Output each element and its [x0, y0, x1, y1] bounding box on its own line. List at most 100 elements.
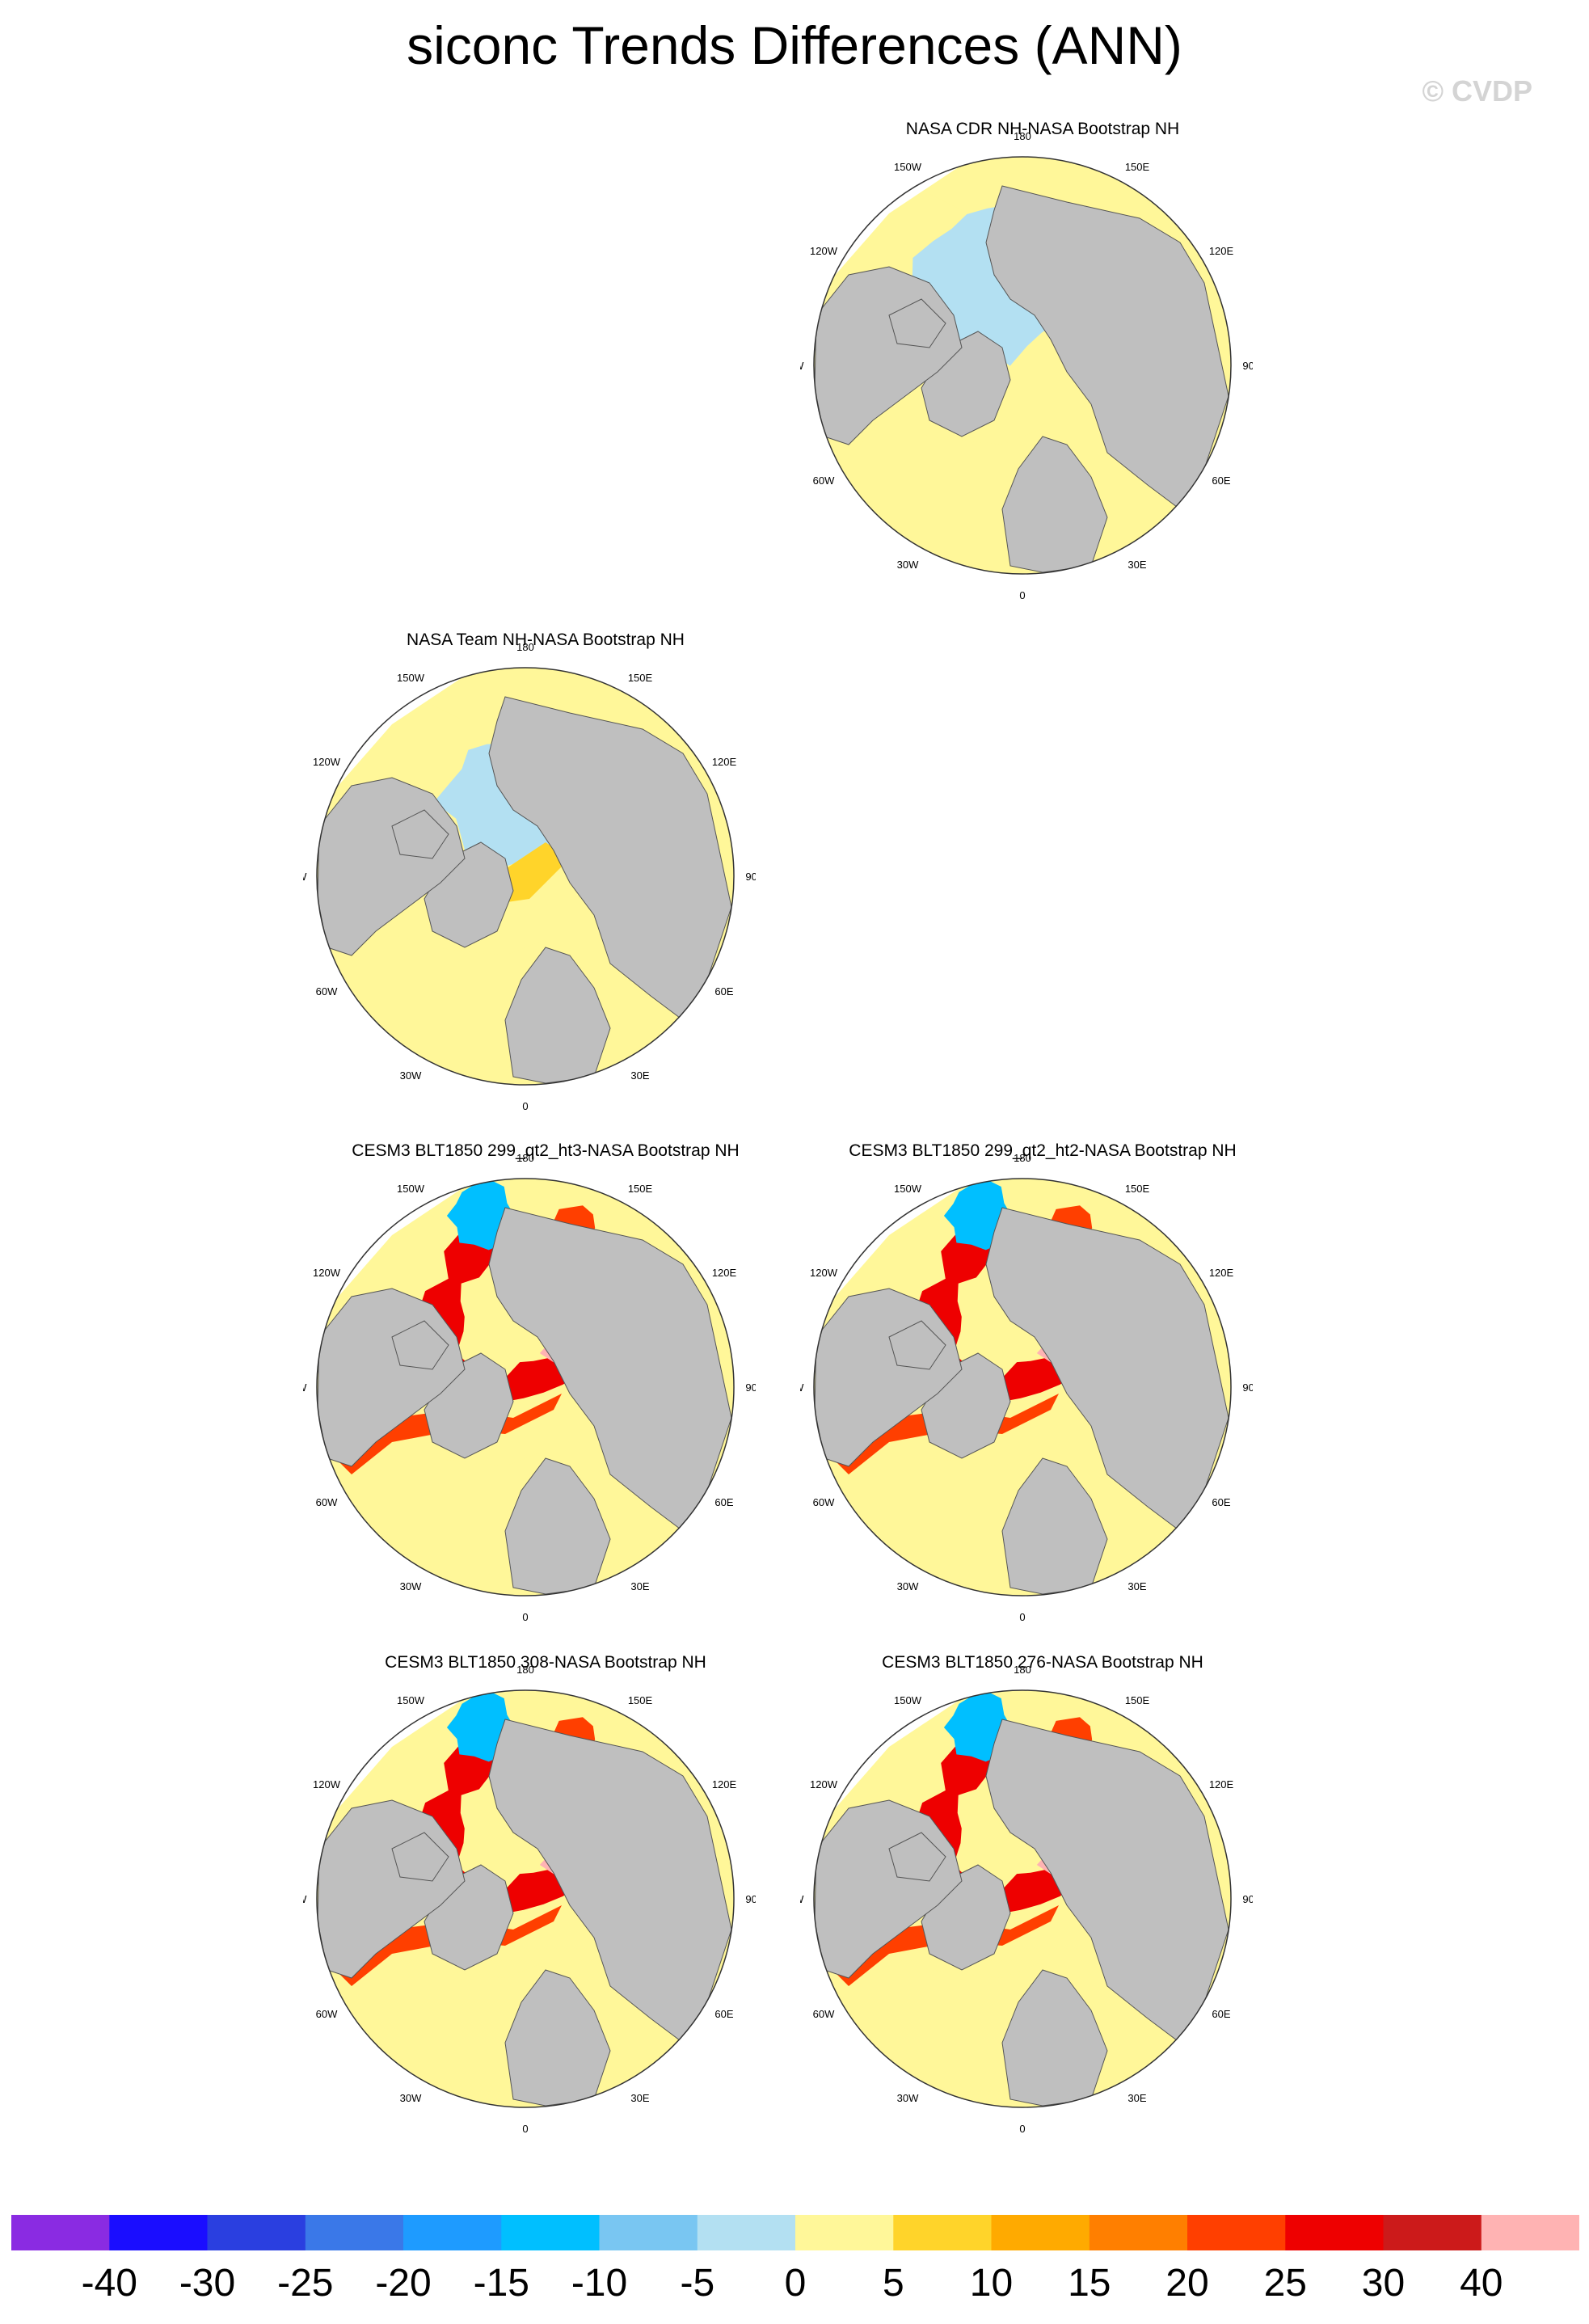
longitude-label: 30E	[1127, 559, 1146, 571]
longitude-label: 150W	[894, 1694, 922, 1706]
longitude-label: 120E	[1209, 1778, 1234, 1790]
longitude-label: 90W	[303, 1381, 307, 1394]
longitude-label: 30W	[897, 2092, 919, 2104]
longitude-label: 150W	[397, 1183, 425, 1195]
longitude-label: 90W	[800, 360, 804, 372]
land-mass	[504, 947, 611, 1084]
longitude-label: 150W	[894, 1183, 922, 1195]
trend-region	[832, 1954, 1043, 2106]
longitude-label: 120W	[810, 1778, 838, 1790]
map-panel-ht3: CESM3 BLT1850 299_qt2_ht3-NASA Bootstrap…	[303, 1141, 788, 1643]
longitude-label: 60E	[1212, 475, 1230, 487]
colorbar-label: 40	[1460, 2262, 1503, 2305]
colorbar-swatch	[1187, 2215, 1286, 2250]
land-mass	[888, 1320, 946, 1370]
colorbar-swatch	[1383, 2215, 1482, 2250]
panel-title: NASA CDR NH-NASA Bootstrap NH	[905, 120, 1180, 138]
colorbar-swatch	[1285, 2215, 1385, 2250]
land-mass	[985, 1719, 1229, 2044]
longitude-label: 150E	[1125, 161, 1150, 173]
longitude-label: 90W	[800, 1381, 804, 1394]
longitude-label: 60W	[316, 985, 338, 998]
longitude-label: 60W	[316, 2008, 338, 2020]
longitude-label: 120E	[712, 756, 737, 768]
colorbar-swatch	[207, 2215, 306, 2250]
longitude-label: 120W	[313, 1267, 341, 1279]
panel-title: CESM3 BLT1850 299_qt2_ht2-NASA Bootstrap…	[849, 1141, 1237, 1160]
longitude-label: 90E	[1242, 1893, 1253, 1905]
map-panel-r308: CESM3 BLT1850 308-NASA Bootstrap NH 180 15…	[303, 1653, 788, 2154]
trend-region	[335, 1442, 546, 1594]
longitude-label: 150E	[1125, 1694, 1150, 1706]
land-mass	[488, 696, 732, 1021]
figure-title: siconc Trends Differences (ANN)	[407, 15, 1182, 75]
map-boundary	[813, 1689, 1232, 2108]
polar-map: 180 150E 120E 90E 60E 30E 0 30W 60W 90W 120W 150W	[303, 641, 756, 1112]
colorbar-swatch	[11, 2215, 110, 2250]
longitude-label: 30W	[897, 559, 919, 571]
longitude-label: 150W	[397, 1694, 425, 1706]
colorbar-label: -10	[571, 2262, 627, 2305]
colorbar-swatch	[795, 2215, 894, 2250]
land-mass	[985, 185, 1229, 510]
map-boundary	[316, 1689, 735, 2108]
longitude-label: 120W	[313, 756, 341, 768]
longitude-label: 150E	[628, 672, 653, 684]
longitude-label: 90W	[800, 1893, 804, 1905]
longitude-label: 90E	[745, 871, 756, 883]
longitude-label: 180	[1014, 1664, 1031, 1676]
longitude-label: 120E	[712, 1267, 737, 1279]
longitude-label: 180	[516, 641, 534, 653]
colorbar-label: -40	[82, 2262, 137, 2305]
trend-region	[335, 1954, 546, 2106]
trend-region	[832, 1442, 1043, 1594]
longitude-label: 120E	[1209, 245, 1234, 257]
longitude-label: 120W	[810, 1267, 838, 1279]
land-mass	[1001, 1457, 1108, 1595]
polar-map: 180 150E 120E 90E 60E 30E 0 30W 60W 90W 120W 150W	[800, 130, 1253, 601]
colorbar-swatch	[991, 2215, 1090, 2250]
land-mass	[391, 1320, 449, 1370]
panel-title: CESM3 BLT1850 308-NASA Bootstrap NH	[385, 1653, 706, 1672]
longitude-label: 30E	[630, 1580, 649, 1592]
land-mass	[504, 1457, 611, 1595]
colorbar-swatch	[599, 2215, 698, 2250]
colorbar-swatch	[1089, 2215, 1188, 2250]
longitude-label: 60E	[1212, 1496, 1230, 1508]
colorbar-label: -5	[680, 2262, 714, 2305]
longitude-label: 0	[1019, 589, 1025, 601]
longitude-label: 60E	[714, 1496, 733, 1508]
longitude-label: 90W	[303, 1893, 307, 1905]
trend-region	[832, 420, 1043, 572]
colorbar-swatch	[893, 2215, 993, 2250]
longitude-label: 30W	[400, 1580, 422, 1592]
longitude-label: 60E	[1212, 2008, 1230, 2020]
map-boundary	[316, 667, 735, 1086]
land-mass	[985, 1207, 1229, 1532]
longitude-label: 0	[522, 1611, 528, 1623]
longitude-label: 150W	[894, 161, 922, 173]
panel-title: CESM3 BLT1850 276-NASA Bootstrap NH	[882, 1653, 1203, 1672]
colorbar-label: 10	[970, 2262, 1013, 2305]
longitude-label: 60W	[316, 1496, 338, 1508]
land-mass	[488, 1719, 732, 2044]
colorbar-swatch	[109, 2215, 209, 2250]
longitude-label: 90E	[1242, 360, 1253, 372]
colorbar-swatch	[1481, 2215, 1579, 2250]
longitude-label: 30E	[630, 1069, 649, 1082]
colorbar-label: 20	[1165, 2262, 1208, 2305]
map-panel-team: NASA Team NH-NASA Bootstrap NH 180 150E 120…	[303, 631, 788, 1132]
land-mass	[391, 1832, 449, 1882]
longitude-label: 120W	[313, 1778, 341, 1790]
longitude-label: 30W	[400, 2092, 422, 2104]
colorbar-label: -25	[277, 2262, 333, 2305]
panel-title: CESM3 BLT1850 299_qt2_ht3-NASA Bootstrap…	[352, 1141, 740, 1160]
longitude-label: 0	[522, 1100, 528, 1112]
land-mass	[391, 809, 449, 859]
cvdp-watermark: © CVDP	[1422, 74, 1532, 108]
polar-map: 180 150E 120E 90E 60E 30E 0 30W 60W 90W 120W 150W	[303, 1664, 756, 2135]
land-mass	[504, 1969, 611, 2107]
colorbar-label: 30	[1362, 2262, 1405, 2305]
colorbar-swatch	[305, 2215, 404, 2250]
longitude-label: 180	[1014, 130, 1031, 142]
